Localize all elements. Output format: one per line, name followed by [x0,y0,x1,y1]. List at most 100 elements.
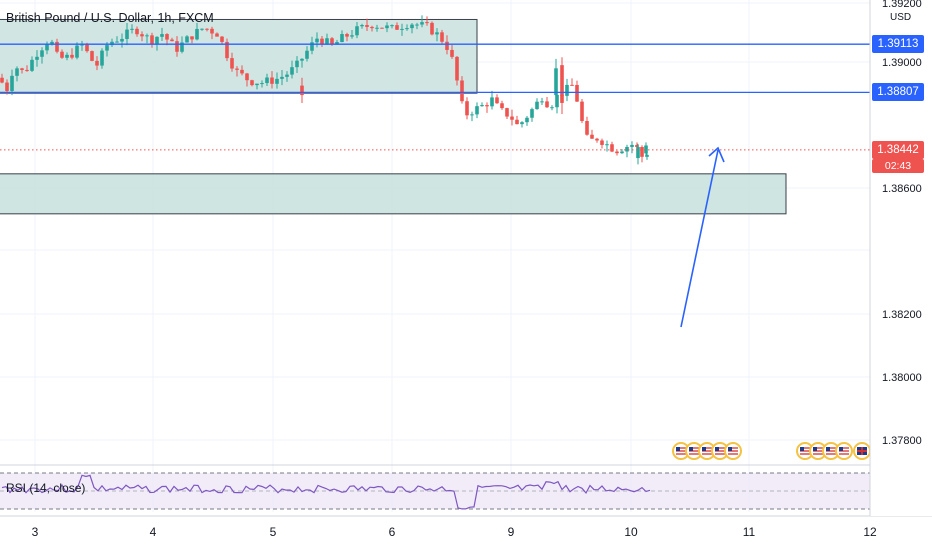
candle-body [270,77,274,84]
candle [315,32,319,48]
candle [65,52,69,61]
price-tick-label: 1.39000 [882,57,922,69]
candle-body [475,106,479,115]
candle-body [170,39,174,42]
candle-body [275,78,279,84]
candle [375,24,379,32]
candle-body [450,49,454,57]
candle-body [370,26,374,29]
candle [270,71,274,89]
candle-body [455,56,459,81]
time-tick-label: 4 [150,525,157,539]
candle [610,141,614,153]
candle [220,36,224,45]
candle-body [535,101,539,110]
candle [565,78,569,102]
candle-body [340,34,344,43]
candle-body [175,41,179,52]
candle [430,21,434,36]
candle-body [350,35,354,37]
candle [600,138,604,149]
time-tick-label: 5 [270,525,277,539]
candle [175,36,179,57]
price-tick-label: 1.39200 [882,0,922,10]
candle-body [605,144,609,146]
candle-body [555,94,559,108]
candle-body [625,146,629,152]
candle-body [435,32,439,35]
candle [245,72,249,87]
us-event-icon-4 [724,442,742,460]
time-tick-label: 6 [389,525,396,539]
currency-label[interactable]: USD [888,11,914,24]
candle [75,42,79,60]
projection-arrowhead [708,146,725,163]
candle-body [445,41,449,50]
candle-body [585,121,589,135]
candle [620,149,624,154]
us-event-icon-b2-canton [826,447,830,451]
candle [510,109,514,126]
candle-body [470,114,474,116]
candle-body [125,29,129,39]
candle [145,33,149,44]
candle [35,50,39,67]
candle [325,33,329,45]
candle [215,32,219,37]
candle [365,18,369,31]
candle-body [0,77,4,83]
candle-body [620,151,624,154]
us-event-icon-b3 [835,442,853,460]
candle-body [225,41,229,59]
candle-body [330,38,334,45]
candle [140,31,144,42]
candles [0,15,649,165]
candle-body [565,84,569,96]
candle [250,79,254,87]
candle [225,38,229,62]
candle-body [105,45,109,51]
candle [25,65,29,72]
candle [285,71,289,82]
candle-body [10,75,14,91]
candle-body [390,25,394,27]
candle-body [90,51,94,61]
candle-body [265,77,269,84]
candle-body [480,105,484,107]
time-axis: 3 4 5 6 9 10 11 12 [0,515,932,539]
candle-body [5,82,9,91]
candle [350,30,354,39]
rsi-pane: 50.00 [0,464,932,510]
candle [180,36,184,54]
us-event-icon-3-canton [715,447,719,451]
candle-body [310,42,314,51]
candle [355,22,359,39]
candle [290,60,294,79]
candle-body [280,76,284,79]
candle [465,97,469,120]
candle [535,98,539,110]
candle-body [75,45,79,58]
candle-body [50,41,54,45]
candle-body [180,42,184,52]
time-tick-label: 10 [624,525,638,539]
candle [300,77,304,103]
candle-body [260,83,264,85]
candle-body [395,25,399,30]
candle-body [640,146,644,157]
candle-body [490,97,494,107]
candle [490,90,494,110]
candle [470,111,474,122]
candle-body [195,28,199,40]
candle-body [520,122,524,125]
candle-body [580,101,584,122]
candle-body [40,50,44,57]
candle [40,47,44,64]
candle [475,102,479,119]
candle-body [55,41,59,52]
us-event-icon-b1-canton [813,447,817,451]
candle [525,116,529,126]
candle [230,52,234,72]
candle-body [325,38,329,44]
